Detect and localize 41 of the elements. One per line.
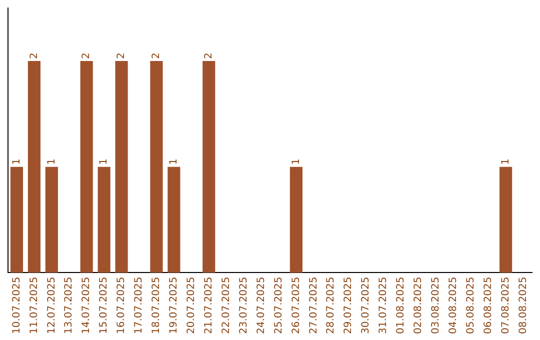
x-tick-label: 14.07.2025 xyxy=(81,276,92,334)
x-tick-label: 28.07.2025 xyxy=(326,276,337,334)
x-tick-label: 03.08.2025 xyxy=(430,276,442,334)
data-label: 2 xyxy=(151,52,162,59)
x-tick-label: 07.08.2025 xyxy=(500,276,512,334)
x-tick-label: 23.07.2025 xyxy=(238,276,250,334)
x-tick-label: 25.07.2025 xyxy=(273,276,284,334)
x-tick-label: 13.07.2025 xyxy=(64,276,75,334)
x-tick-label: 10.07.2025 xyxy=(11,276,22,334)
x-tick-label: 16.07.2025 xyxy=(116,276,128,334)
x-tick-label: 24.07.2025 xyxy=(256,276,267,334)
x-tick-label: 19.07.2025 xyxy=(168,276,180,334)
x-tick-label: 30.07.2025 xyxy=(360,276,372,334)
x-tick-label: 18.07.2025 xyxy=(151,276,162,334)
data-label: 2 xyxy=(203,52,214,59)
x-tick-label: 17.07.2025 xyxy=(134,276,145,334)
x-tick-label: 12.07.2025 xyxy=(46,276,58,334)
data-label: 1 xyxy=(290,158,302,165)
data-label: 1 xyxy=(98,158,110,165)
x-tick-label: 04.08.2025 xyxy=(448,276,459,334)
x-tick-label: 22.07.2025 xyxy=(220,276,232,334)
x-tick-label: 27.07.2025 xyxy=(308,276,320,334)
data-label: 1 xyxy=(500,158,512,165)
data-label: 2 xyxy=(28,52,40,59)
data-label: 1 xyxy=(11,158,22,165)
data-label: 1 xyxy=(46,158,58,165)
x-tick-label: 06.08.2025 xyxy=(482,276,494,334)
data-label: 1 xyxy=(168,158,180,165)
x-tick-label: 31.07.2025 xyxy=(378,276,390,334)
x-tick-label: 26.07.2025 xyxy=(290,276,302,334)
x-tick-label: 15.07.2025 xyxy=(98,276,110,334)
x-tick-label: 20.07.2025 xyxy=(186,276,197,334)
x-tick-label: 08.08.2025 xyxy=(518,276,529,334)
x-tick-label: 01.08.2025 xyxy=(396,276,407,334)
data-label: 2 xyxy=(81,52,92,59)
x-tick-label: 05.08.2025 xyxy=(465,276,476,334)
x-tick-label: 02.08.2025 xyxy=(413,276,424,334)
data-label: 2 xyxy=(116,52,128,59)
x-tick-label: 11.07.2025 xyxy=(28,276,40,334)
x-tick-label: 29.07.2025 xyxy=(343,276,354,334)
x-tick-label: 21.07.2025 xyxy=(203,276,214,334)
